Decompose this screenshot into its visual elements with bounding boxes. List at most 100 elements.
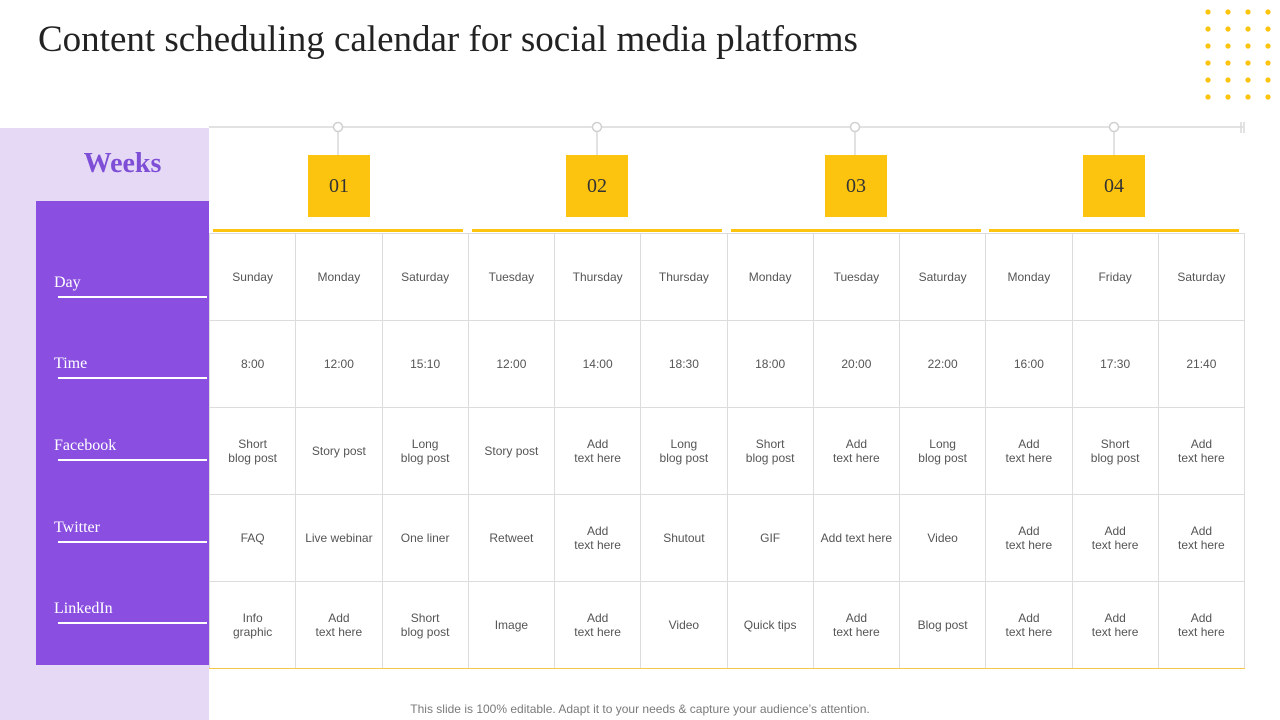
decorative-dot [1205,26,1211,32]
table-cell: 17:30 [1071,320,1159,408]
weeks-heading: Weeks [83,148,162,179]
table-cell: Add text here [1071,581,1159,669]
table-cell: Video [898,494,987,582]
decorative-dot [1245,94,1251,100]
table-cell: Add text here [553,581,642,669]
table-cell: 12:00 [295,320,383,408]
row-label-underline [58,622,207,624]
table-cell: Add text here [1157,581,1246,669]
table-cell: Image [467,581,556,669]
table-cell: Tuesday [812,233,901,321]
decorative-dot [1245,26,1251,32]
table-cell: 12:00 [467,320,556,408]
table-cell: Monday [295,233,383,321]
row-label-facebook: Facebook [54,437,117,454]
decorative-dot [1205,94,1211,100]
decorative-dot [1245,43,1251,49]
table-cell: 20:00 [812,320,901,408]
table-cell: Add text here [1157,407,1246,495]
table-cell: 14:00 [553,320,642,408]
table-row-twitter: FAQ Live webinar One liner Retweet Add text … [208,494,1246,582]
table-row-linkedin: Info graphic Add text here Short blog post… [208,581,1246,669]
decorative-dot [1225,43,1231,49]
timeline [209,121,1245,155]
decorative-dot [1225,77,1231,83]
table-cell: 18:30 [640,320,728,408]
table-cell: Thursday [553,233,642,321]
row-label-underline [58,459,207,461]
table-cell: Story post [295,407,383,495]
table-cell: Live webinar [295,494,383,582]
table-cell: Short blog post [726,407,814,495]
decorative-dot [1245,77,1251,83]
timeline-node [332,121,344,133]
week-bar [731,229,981,232]
decorative-dot [1265,43,1271,49]
table-row-day: Sunday Monday Saturday Tuesday Thursday Thurs… [208,233,1246,321]
decorative-dot [1205,43,1211,49]
footer-note: This slide is 100% editable. Adapt it to… [410,702,870,716]
row-label-twitter: Twitter [54,519,100,536]
table-row-facebook: Short blog post Story post Long blog post S… [208,407,1246,495]
table-cell: Short blog post [208,407,297,495]
decorative-dot [1265,60,1271,66]
table-cell: Friday [1071,233,1159,321]
decorative-dot [1265,94,1271,100]
table-cell: Shutout [640,494,728,582]
row-label-underline [58,377,207,379]
decorative-dot [1205,60,1211,66]
timeline-node [591,121,603,133]
table-cell: 16:00 [985,320,1073,408]
decorative-dot [1225,60,1231,66]
week-badge-01: 01 [308,155,370,217]
table-cell: Story post [467,407,556,495]
table-cell: FAQ [208,494,297,582]
decorative-dot [1265,26,1271,32]
table-cell: Video [640,581,728,669]
decorative-dot [1205,77,1211,83]
table-cell: Short blog post [381,581,469,669]
table-cell: Saturday [898,233,987,321]
table-cell: Retweet [467,494,556,582]
decorative-dot [1265,9,1271,15]
table-cell: Thursday [640,233,728,321]
table-cell: Add text here [1157,494,1246,582]
table-cell: Add text here [985,407,1073,495]
table-cell: Quick tips [726,581,814,669]
week-bar [472,229,722,232]
decorative-dot [1245,60,1251,66]
table-cell: Add text here [812,581,901,669]
table-cell: Add text here [295,581,383,669]
table-cell: Add text here [812,494,901,582]
table-cell: Add text here [812,407,901,495]
table-cell: Tuesday [467,233,556,321]
week-badge-02: 02 [566,155,628,217]
table-cell: Short blog post [1071,407,1159,495]
table-cell: Saturday [381,233,469,321]
table-cell: 15:10 [381,320,469,408]
table-cell: One liner [381,494,469,582]
row-labels-panel: Day Time Facebook Twitter LinkedIn [36,201,209,665]
table-cell: Info graphic [208,581,297,669]
week-badge-04: 04 [1083,155,1145,217]
table-cell: Add text here [1071,494,1159,582]
table-cell: Add text here [985,581,1073,669]
timeline-node [849,121,861,133]
table-cell: Sunday [208,233,297,321]
row-label-linkedin: LinkedIn [54,600,113,617]
table-cell: Long blog post [640,407,728,495]
decorative-dot [1245,9,1251,15]
table-cell: Long blog post [381,407,469,495]
table-cell: Add text here [553,494,642,582]
table-cell: 8:00 [208,320,297,408]
row-label-underline [58,541,207,543]
table-cell: GIF [726,494,814,582]
row-label-day: Day [54,274,81,291]
page-title: Content scheduling calendar for social m… [38,19,858,60]
table-cell: 18:00 [726,320,814,408]
table-cell: Long blog post [898,407,987,495]
table-row-time: 8:00 12:00 15:10 12:00 14:00 18:30 18:00 20:00 2… [208,320,1246,408]
table-cell: Blog post [898,581,987,669]
table-cell: 21:40 [1157,320,1246,408]
decorative-dot [1225,94,1231,100]
